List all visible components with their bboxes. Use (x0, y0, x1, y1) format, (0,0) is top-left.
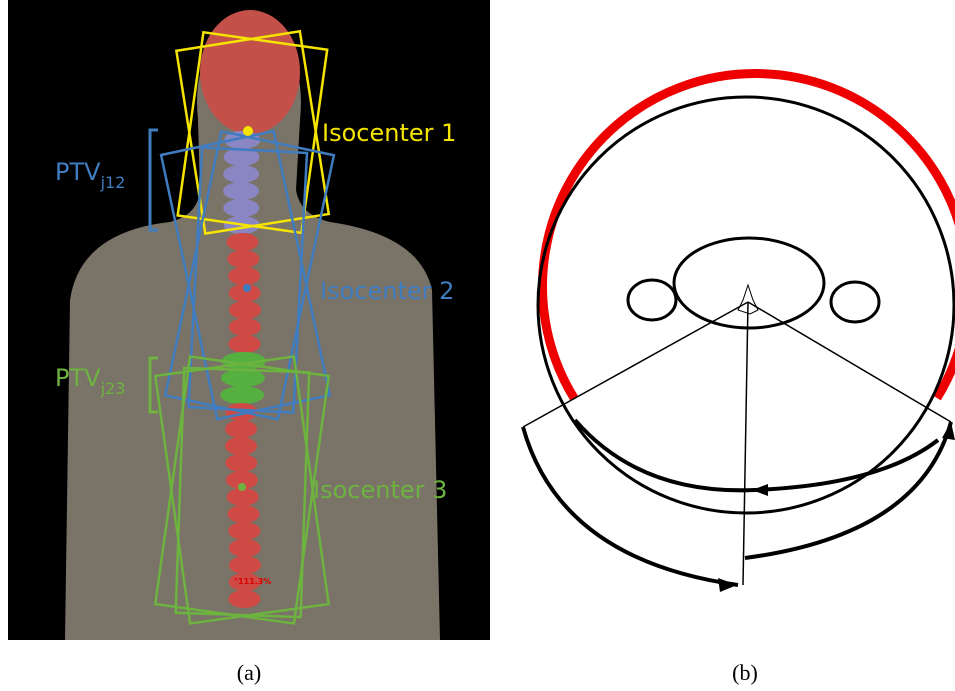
vertebra-structure (227, 233, 259, 251)
head-structure (200, 10, 300, 134)
isocenter-label: Isocenter 2 (320, 277, 454, 305)
vertebra-structure (227, 250, 259, 268)
ptv-sub: j23 (100, 379, 126, 398)
beam-line (523, 302, 951, 585)
panel-b (523, 74, 955, 592)
vertebra-structure (225, 454, 257, 472)
isocenter-label: Isocenter 3 (313, 476, 447, 504)
vertebra-structure (229, 539, 261, 557)
vertebra-structure (225, 420, 257, 438)
isocenter-label: Isocenter 1 (322, 119, 456, 147)
arc-path (575, 420, 938, 490)
vertebra-structure (229, 556, 261, 574)
vertebra-structure (228, 335, 260, 353)
vertebra-structure (228, 590, 260, 608)
vertebra-structure (228, 267, 260, 285)
vertebra-structure (228, 522, 260, 540)
isocenter-dot (243, 284, 251, 292)
panel-a: Isocenter 1 Isocenter 2 Isocenter 3 PTVj… (8, 0, 490, 640)
vertebra-structure (220, 386, 264, 404)
red-arc (543, 74, 955, 398)
dose-label: °111.3% (234, 577, 271, 586)
organ (674, 238, 824, 328)
organ (831, 282, 879, 322)
vertebra-structure (225, 437, 257, 455)
arc-path (523, 427, 738, 585)
arrow-head (718, 422, 955, 592)
vertebra-structure (229, 301, 261, 319)
ptv-main: PTV (55, 158, 101, 186)
page: Isocenter 1 Isocenter 2 Isocenter 3 PTVj… (0, 0, 955, 691)
isocenter-dot (243, 126, 253, 136)
caption: (a) (237, 660, 261, 685)
vertebra-structure (223, 182, 259, 200)
organ (628, 280, 676, 320)
isocenter-dot (238, 483, 246, 491)
ptv-main: PTV (55, 364, 101, 392)
ptv-sub: j12 (100, 173, 126, 192)
caption: (b) (732, 660, 758, 685)
vertebra-structure (228, 505, 260, 523)
vertebra-structure (223, 165, 259, 183)
figure: Isocenter 1 Isocenter 2 Isocenter 3 PTVj… (0, 0, 955, 691)
vertebra-structure (223, 199, 259, 217)
vertebra-structure (229, 318, 261, 336)
